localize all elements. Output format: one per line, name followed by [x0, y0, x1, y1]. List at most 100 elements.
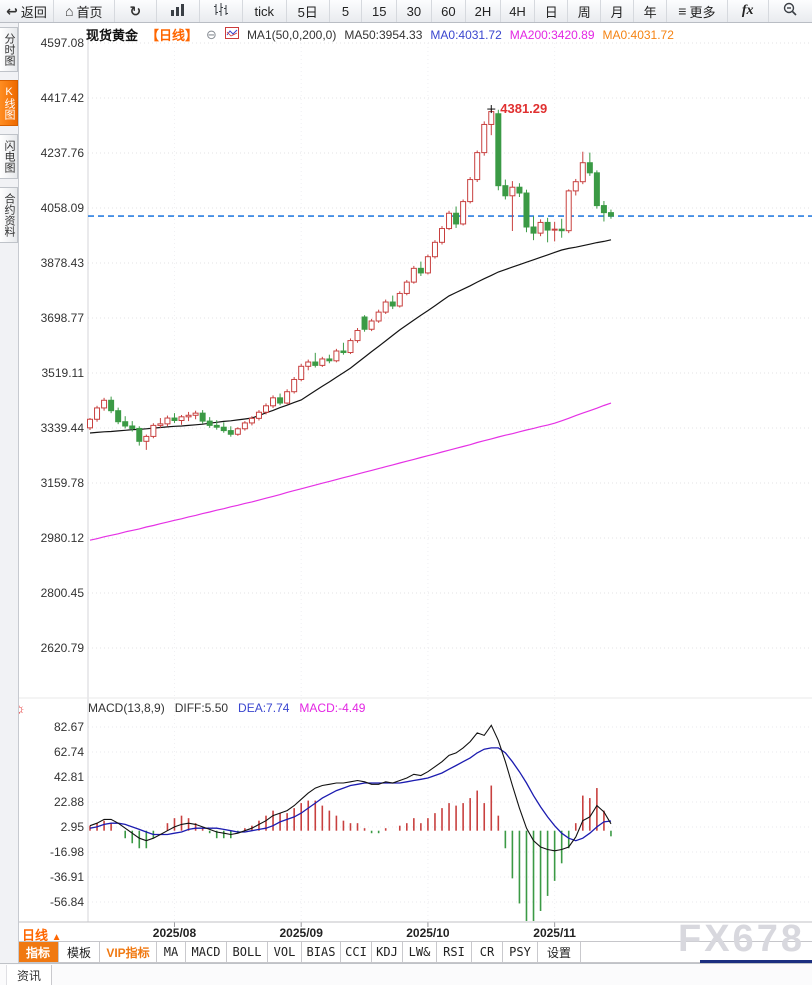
svg-text:-16.98: -16.98 [50, 845, 84, 859]
svg-text:3878.43: 3878.43 [41, 256, 85, 270]
svg-text:-36.91: -36.91 [50, 870, 84, 884]
tab-lw[interactable]: LW& [403, 942, 437, 962]
symbol-name: 现货黄金 [86, 28, 139, 43]
news-tab[interactable]: 资讯 [6, 965, 53, 985]
tab-bias[interactable]: BIAS [302, 942, 341, 962]
tab-kdj[interactable]: KDJ [372, 942, 403, 962]
tab-rsi[interactable]: RSI [437, 942, 472, 962]
sidebar-tab-contract-info[interactable]: 合约资料 [0, 187, 18, 243]
fx-indicator-button[interactable]: fx [728, 0, 769, 22]
macd-title: MACD(13,8,9) [88, 701, 165, 715]
period-30m-button[interactable]: 30 [397, 0, 432, 22]
svg-text:2980.12: 2980.12 [41, 531, 85, 545]
ma-settings-label: MA1(50,0,200,0) [246, 27, 337, 42]
period-year-button[interactable]: 年 [634, 0, 668, 22]
candlestick-chart-button[interactable] [200, 0, 243, 22]
svg-text:42.81: 42.81 [54, 770, 84, 784]
macd-diff-value: DIFF:5.50 [174, 701, 229, 715]
svg-text:82.67: 82.67 [54, 720, 84, 734]
home-label: 首页 [76, 4, 103, 20]
hamburger-icon: ≡ [678, 3, 687, 19]
back-label: 返回 [20, 4, 47, 20]
period-tag: 【日线】 [146, 28, 199, 43]
svg-text:22.88: 22.88 [54, 795, 84, 809]
tab-template[interactable]: 模板 [59, 942, 100, 962]
triangle-up-icon: ▲ [51, 932, 62, 943]
period-dropdown[interactable]: 日线 ▲ [22, 928, 62, 943]
svg-text:2025/09: 2025/09 [280, 926, 324, 940]
period-60m-button[interactable]: 60 [432, 0, 467, 22]
svg-text:3159.78: 3159.78 [41, 476, 85, 490]
svg-text:3698.77: 3698.77 [41, 311, 85, 325]
ma0-value-orange: MA0:4031.72 [602, 27, 674, 42]
back-icon: ↩ [6, 3, 18, 19]
svg-text:4597.08: 4597.08 [41, 36, 85, 50]
svg-text:62.74: 62.74 [54, 745, 84, 759]
period-tick-button[interactable]: tick [243, 0, 287, 22]
svg-text:2620.79: 2620.79 [41, 641, 85, 655]
svg-text:4237.76: 4237.76 [41, 146, 85, 160]
svg-text:4417.42: 4417.42 [41, 91, 85, 105]
macd-dea-value: DEA:7.74 [238, 701, 290, 715]
tab-psy[interactable]: PSY [503, 942, 538, 962]
refresh-icon: ↻ [129, 3, 142, 19]
tick-label: tick [254, 3, 274, 19]
svg-text:4058.09: 4058.09 [41, 201, 85, 215]
period-15m-button[interactable]: 15 [362, 0, 398, 22]
svg-text:-56.84: -56.84 [50, 895, 84, 909]
period-4h-button[interactable]: 4H [501, 0, 536, 22]
sidebar: 分时图 K线图 闪电图 合约资料 [0, 23, 19, 963]
tab-indicator[interactable]: 指标 [18, 942, 59, 962]
period-5m-button[interactable]: 5 [330, 0, 363, 22]
period-month-button[interactable]: 月 [601, 0, 635, 22]
period-day-button[interactable]: 日 [535, 0, 569, 22]
home-button[interactable]: ⌂ 首页 [54, 0, 115, 22]
zoom-out-icon [783, 2, 798, 20]
ma200-value: MA200:3420.89 [509, 27, 595, 42]
tab-boll[interactable]: BOLL [227, 942, 268, 962]
ma50-value: MA50:3954.33 [344, 27, 423, 42]
more-button[interactable]: ≡ 更多 [667, 0, 728, 22]
svg-text:2025/10: 2025/10 [406, 926, 450, 940]
svg-text:3519.11: 3519.11 [42, 366, 85, 380]
status-bar: 资讯 [0, 963, 812, 985]
indicator-bar-filler [581, 942, 812, 962]
collapse-icon[interactable]: ⊖ [206, 26, 217, 42]
chart-header: 现货黄金 【日线】 ⊖ MA1(50,0,200,0) MA50:3954.33… [86, 25, 674, 44]
macd-value: MACD:-4.49 [299, 701, 366, 715]
tab-settings[interactable]: 设置 [538, 942, 581, 962]
period-week-button[interactable]: 周 [568, 0, 602, 22]
tab-macd[interactable]: MACD [186, 942, 227, 962]
tab-cr[interactable]: CR [472, 942, 503, 962]
bar-chart-button[interactable] [157, 0, 200, 22]
bar-chart-icon [170, 3, 187, 19]
tab-cci[interactable]: CCI [341, 942, 372, 962]
period-2h-button[interactable]: 2H [466, 0, 501, 22]
home-icon: ⌂ [65, 3, 74, 19]
macd-header: MACD(13,8,9) DIFF:5.50 DEA:7.74 MACD:-4.… [88, 701, 365, 715]
refresh-button[interactable]: ↻ [115, 0, 158, 22]
indicator-tab-bar: 指标 模板 VIP指标 MA MACD BOLL VOL BIAS CCI KD… [18, 941, 812, 963]
ma0-value-blue: MA0:4031.72 [430, 27, 502, 42]
mini-chart-icon[interactable] [224, 27, 239, 42]
toolbar: ↩ 返回 ⌂ 首页 ↻ tick 5 [0, 0, 812, 23]
back-button[interactable]: ↩ 返回 [0, 0, 55, 22]
svg-text:2.95: 2.95 [61, 820, 85, 834]
period-5day-button[interactable]: 5日 [287, 0, 330, 22]
svg-text:2025/08: 2025/08 [153, 926, 197, 940]
sidebar-tab-kline-chart[interactable]: K线图 [0, 80, 18, 126]
tab-ma[interactable]: MA [157, 942, 186, 962]
svg-text:2800.45: 2800.45 [41, 586, 85, 600]
candlestick-chart-icon [213, 3, 229, 19]
svg-text:4381.29: 4381.29 [500, 101, 547, 116]
sidebar-tab-lightning-chart[interactable]: 闪电图 [0, 134, 18, 179]
price-macd-chart[interactable]: 4597.08 4417.42 4237.76 4058.09 3878.43 3698.… [18, 22, 812, 941]
fx-icon: fx [741, 3, 754, 18]
tab-vip-indicator[interactable]: VIP指标 [100, 942, 157, 962]
sidebar-tab-timeshare-chart[interactable]: 分时图 [0, 27, 18, 72]
tab-vol[interactable]: VOL [268, 942, 302, 962]
bottom-scrollbar[interactable] [700, 960, 812, 965]
svg-text:3339.44: 3339.44 [41, 421, 85, 435]
zoom-out-button[interactable] [769, 0, 812, 22]
